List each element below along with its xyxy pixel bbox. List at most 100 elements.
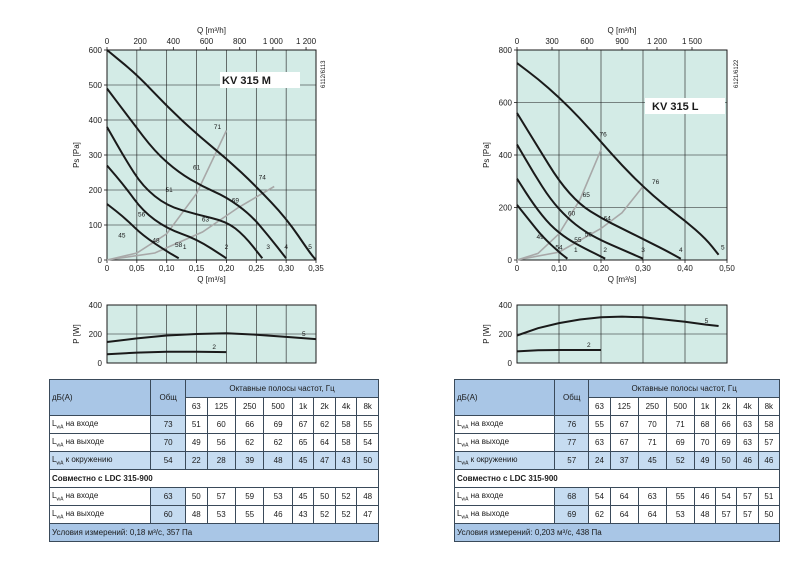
power-curve-label: 5 bbox=[302, 331, 306, 338]
curve-annotation: 71 bbox=[214, 124, 222, 131]
x-tick-label: 0,10 bbox=[551, 264, 567, 273]
row-value: 66 bbox=[715, 415, 738, 434]
row-value: 73 bbox=[150, 415, 186, 434]
y-tick-label: 200 bbox=[499, 204, 513, 213]
model-title: KV 315 L bbox=[652, 101, 699, 113]
fan-curve-3 bbox=[516, 143, 644, 260]
top-tick-label: 0 bbox=[105, 37, 110, 46]
kv315l-pressure-chart: 0 0,10 0,20 0,30 0,40 0,500 300 600 900 1 200 1 50… bbox=[482, 26, 740, 284]
row-value: 76 bbox=[554, 415, 590, 434]
row-value: 60 bbox=[150, 505, 186, 524]
curve-annotation: 5 bbox=[721, 245, 725, 252]
curve-annotation: 3 bbox=[641, 247, 645, 254]
model-title-box bbox=[645, 98, 725, 114]
row-value: 63 bbox=[150, 487, 186, 506]
row-label: LwA к окружению bbox=[48, 451, 152, 470]
fan-curve-1 bbox=[516, 204, 569, 260]
row-value: 70 bbox=[693, 433, 717, 452]
row-value: 64 bbox=[609, 487, 639, 506]
row-label: LwA на входе bbox=[48, 487, 152, 506]
x-tick-label: 0,15 bbox=[189, 264, 205, 273]
fan-curve-1 bbox=[106, 203, 180, 260]
row-label-subscript: wA bbox=[56, 496, 64, 503]
ldc-title: Совместно с LDC 315-900 bbox=[454, 469, 780, 488]
power-y-tick-label: 400 bbox=[499, 301, 513, 310]
row-value: 63 bbox=[637, 487, 667, 506]
header-total: Общ bbox=[150, 379, 186, 416]
x-tick-label: 0,50 bbox=[719, 264, 735, 273]
band-header: 4k bbox=[736, 397, 759, 416]
row-label-subscript: wA bbox=[56, 514, 64, 521]
top-tick-label: 900 bbox=[615, 37, 629, 46]
curve-annotation: 2 bbox=[603, 247, 607, 254]
x-tick-label: 0,10 bbox=[159, 264, 175, 273]
top-tick-label: 200 bbox=[133, 37, 147, 46]
row-value: 55 bbox=[356, 415, 379, 434]
curve-annotation: 69 bbox=[232, 197, 240, 204]
top-tick-label: 600 bbox=[580, 37, 594, 46]
row-value: 53 bbox=[263, 487, 293, 506]
band-header: 250 bbox=[637, 397, 667, 416]
curve-annotation: 4 bbox=[679, 247, 683, 254]
x-tick-label: 0,40 bbox=[677, 264, 693, 273]
row-value: 39 bbox=[234, 451, 265, 470]
row-value: 62 bbox=[263, 433, 293, 452]
row-value: 48 bbox=[263, 451, 293, 470]
top-tick-label: 1 000 bbox=[263, 37, 284, 46]
curve-annotation: 61 bbox=[193, 165, 201, 172]
header-bands: Октавные полосы частот, Гц bbox=[588, 379, 780, 398]
row-value: 55 bbox=[588, 415, 611, 434]
curve-annotation: 2 bbox=[225, 244, 229, 251]
system-curve-0 bbox=[106, 130, 228, 261]
top-tick-label: 300 bbox=[545, 37, 559, 46]
band-header: 500 bbox=[263, 397, 293, 416]
row-label: LwA на входе bbox=[453, 487, 556, 506]
row-value: 43 bbox=[291, 505, 315, 524]
drawing-code: 6121/6122 bbox=[734, 59, 740, 88]
row-value: 67 bbox=[609, 415, 639, 434]
row-label: LwA на входе bbox=[48, 415, 152, 434]
row-value: 60 bbox=[206, 415, 236, 434]
row-value: 57 bbox=[757, 433, 781, 452]
band-header: 500 bbox=[665, 397, 695, 416]
row-value: 58 bbox=[334, 415, 358, 434]
row-label: LwA на выходе bbox=[48, 505, 152, 524]
row-value: 63 bbox=[736, 433, 759, 452]
y-tick-label: 0 bbox=[508, 256, 513, 265]
row-value: 70 bbox=[150, 433, 186, 452]
power-y-axis-label: P [W] bbox=[482, 324, 491, 343]
drawing-code: 6112/6113 bbox=[321, 60, 327, 88]
top-axis-label: Q [m³/h] bbox=[197, 26, 226, 35]
row-value: 57 bbox=[715, 505, 738, 524]
row-value: 22 bbox=[185, 451, 208, 470]
kv315l-sound-table: дБ(A) Общ Октавные полосы частот, Гц 63 125 2… bbox=[453, 379, 781, 542]
row-value: 50 bbox=[356, 451, 379, 470]
row-label: LwA на выходе bbox=[453, 505, 556, 524]
row-value: 46 bbox=[693, 487, 717, 506]
fan-curve-4 bbox=[106, 87, 287, 259]
row-value: 63 bbox=[736, 415, 759, 434]
row-value: 47 bbox=[356, 505, 379, 524]
system-curve-1 bbox=[516, 186, 644, 261]
system-curve-1 bbox=[106, 185, 275, 261]
y-tick-label: 600 bbox=[89, 46, 103, 55]
curve-annotation: 4 bbox=[284, 244, 288, 251]
kv315m-pressure-chart: 0 0,05 0,10 0,15 0,20 0,25 0,30 0,35 0 200 400 600 8… bbox=[72, 26, 327, 284]
row-value: 67 bbox=[609, 433, 639, 452]
power-curve-5 bbox=[516, 315, 719, 337]
row-value: 57 bbox=[206, 487, 236, 506]
power-y-tick-label: 0 bbox=[98, 359, 103, 368]
row-value: 28 bbox=[206, 451, 236, 470]
x-tick-label: 0,05 bbox=[129, 264, 145, 273]
row-value: 69 bbox=[665, 433, 695, 452]
y-tick-label: 400 bbox=[499, 151, 513, 160]
band-header: 2k bbox=[313, 397, 336, 416]
curve-annotation: 1 bbox=[183, 244, 187, 251]
header-total: Общ bbox=[554, 379, 590, 416]
system-curve-0 bbox=[516, 149, 602, 261]
fan-curve-5 bbox=[516, 62, 720, 256]
y-tick-label: 200 bbox=[89, 186, 103, 195]
fan-curve-2 bbox=[106, 164, 227, 260]
power-y-tick-label: 200 bbox=[89, 330, 103, 339]
x-tick-label: 0 bbox=[515, 264, 520, 273]
